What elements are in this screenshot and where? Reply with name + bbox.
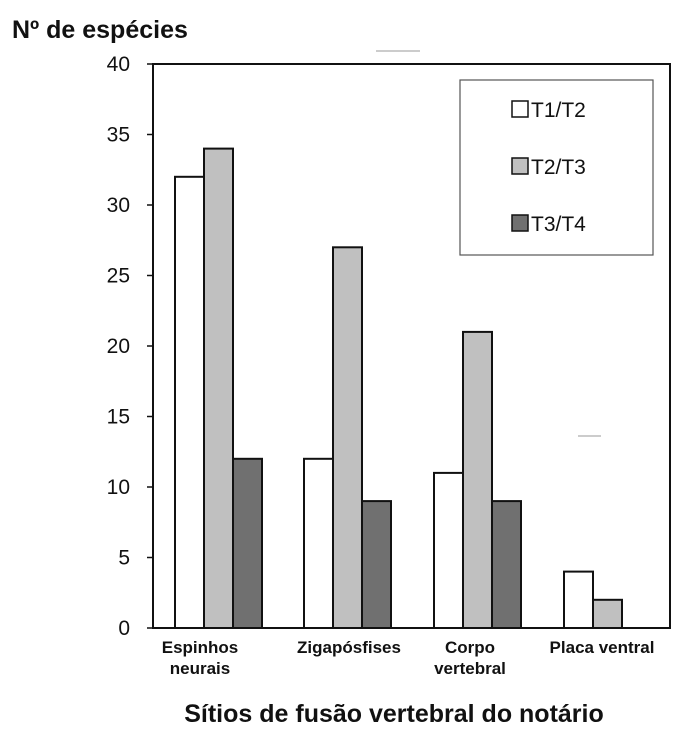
x-tick-label: vertebral bbox=[434, 659, 506, 678]
legend-swatch bbox=[511, 157, 529, 175]
x-tick-label: neurais bbox=[170, 659, 230, 678]
legend-swatch bbox=[511, 100, 529, 118]
bar-t1-t2-2 bbox=[433, 471, 464, 629]
legend: T1/T2 T2/T3 T3/T4 bbox=[459, 79, 654, 256]
y-tick-label: 35 bbox=[107, 124, 130, 147]
x-axis-ticks: Espinhos neurais Zigapósfises Corpo vertebra… bbox=[162, 638, 655, 678]
y-axis-label: Nº de espécies bbox=[12, 16, 188, 44]
bar-t3-t4-1 bbox=[361, 500, 392, 630]
legend-label: T1/T2 bbox=[531, 99, 586, 122]
y-axis-ticks: 0 5 10 15 20 25 30 35 40 bbox=[107, 53, 153, 640]
x-axis-label: Sítios de fusão vertebral do notário bbox=[184, 700, 604, 728]
bars bbox=[174, 147, 623, 630]
x-tick-label: Placa ventral bbox=[550, 638, 655, 657]
y-tick-label: 25 bbox=[107, 265, 130, 288]
bar-t2-t3-1 bbox=[332, 246, 363, 630]
bar-t2-t3-2 bbox=[462, 330, 493, 629]
legend-label: T3/T4 bbox=[531, 213, 586, 236]
y-tick-label: 0 bbox=[118, 617, 130, 640]
bar-t1-t2-3 bbox=[563, 570, 594, 629]
y-tick-label: 15 bbox=[107, 406, 130, 429]
bar-t2-t3-3 bbox=[592, 598, 623, 629]
y-tick-label: 30 bbox=[107, 194, 130, 217]
bar-t1-t2-0 bbox=[174, 175, 205, 630]
y-tick-label: 10 bbox=[107, 476, 130, 499]
bar-t3-t4-0 bbox=[232, 457, 263, 629]
y-tick-label: 20 bbox=[107, 335, 130, 358]
legend-swatch bbox=[511, 214, 529, 232]
x-tick-label: Zigapósfises bbox=[297, 638, 401, 657]
legend-box bbox=[459, 79, 654, 256]
legend-label: T2/T3 bbox=[531, 156, 586, 179]
x-tick-label: Espinhos bbox=[162, 638, 239, 657]
bar-t2-t3-0 bbox=[203, 147, 234, 629]
y-tick-label: 5 bbox=[118, 547, 130, 570]
bar-t3-t4-2 bbox=[491, 500, 522, 630]
y-tick-label: 40 bbox=[107, 53, 130, 76]
x-tick-label: Corpo bbox=[445, 638, 495, 657]
bar-t1-t2-1 bbox=[303, 457, 334, 629]
